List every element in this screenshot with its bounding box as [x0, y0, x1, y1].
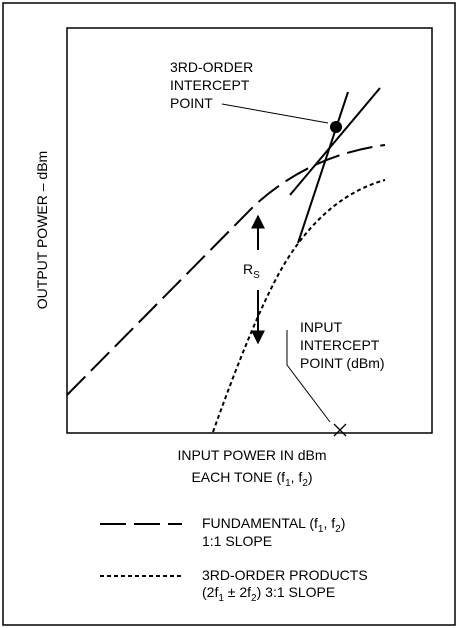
text-part: 2 [335, 524, 341, 535]
text-part: ± 2f [224, 584, 251, 600]
x-axis-label: INPUT POWER IN dBm [177, 447, 326, 463]
rs-label: RS [243, 261, 260, 281]
text-part: 3RD-ORDER PRODUCTS [202, 567, 368, 583]
text-part: ) 3:1 SLOPE [257, 584, 336, 600]
x-axis-label: EACH TONE (f1, f2) [191, 469, 312, 489]
text-part: 1 [218, 593, 224, 604]
third-order-curve [212, 179, 386, 433]
text-part: , f [323, 515, 335, 531]
leader [221, 103, 329, 124]
label-line: INPUT [300, 319, 342, 335]
label-line: POINT (dBm) [300, 355, 385, 371]
label-line: INTERCEPT [300, 337, 380, 353]
text-part: 1 [285, 478, 291, 489]
legend-label: FUNDAMENTAL (f1, f2) [202, 515, 345, 535]
leader [286, 330, 331, 423]
label-line: POINT [170, 95, 213, 111]
y-axis-label: OUTPUT POWER – dBm [34, 151, 50, 309]
text-part: , f [291, 469, 303, 485]
x-marker [333, 423, 347, 437]
input-intercept-label: INPUT INTERCEPT POINT (dBm) [300, 319, 385, 371]
text-part: 1 [318, 524, 324, 535]
legend-label: 1:1 SLOPE [202, 533, 272, 549]
slope-1-1 [289, 87, 381, 196]
text-part: 2 [251, 593, 257, 604]
legend-label: (2f1 ± 2f2) 3:1 SLOPE [202, 584, 335, 604]
legend-label: 3RD-ORDER PRODUCTS [202, 567, 368, 583]
plot-box [66, 27, 433, 434]
text-part: (2f [202, 584, 218, 600]
text-part: ) [308, 469, 313, 485]
label-line: 3RD-ORDER [170, 59, 253, 75]
text-part: ) [341, 515, 346, 531]
fundamental-curve [66, 144, 386, 396]
text-part: 2 [302, 478, 308, 489]
intercept-label: 3RD-ORDER INTERCEPT POINT [170, 59, 253, 111]
slope-3-1 [297, 91, 349, 244]
text-part: EACH TONE (f [191, 469, 285, 485]
text-part: FUNDAMENTAL (f [202, 515, 318, 531]
label-line: INTERCEPT [170, 77, 250, 93]
intercept-point [330, 121, 342, 133]
